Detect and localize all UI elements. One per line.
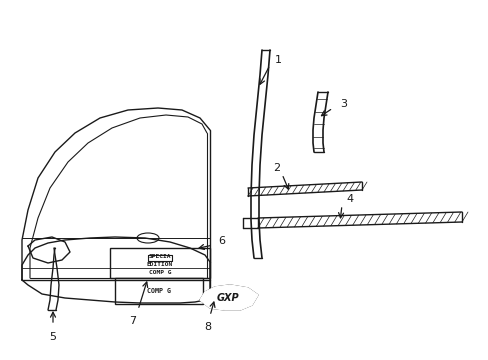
Text: COMP G: COMP G [147, 288, 171, 294]
Text: 1: 1 [274, 55, 282, 65]
Text: COMP G: COMP G [148, 270, 171, 274]
Text: 8: 8 [204, 322, 211, 332]
FancyBboxPatch shape [115, 278, 203, 304]
Text: 4: 4 [346, 194, 352, 204]
Text: 6: 6 [218, 236, 224, 246]
Polygon shape [200, 285, 258, 310]
Text: 7: 7 [129, 316, 136, 326]
Text: 3: 3 [339, 99, 346, 109]
Circle shape [158, 262, 161, 266]
Text: GXP: GXP [216, 293, 239, 303]
Text: 5: 5 [49, 332, 57, 342]
Text: EDITION: EDITION [146, 261, 173, 266]
Text: 2: 2 [273, 163, 280, 173]
Text: SPECIA: SPECIA [148, 253, 171, 258]
FancyBboxPatch shape [110, 248, 209, 278]
